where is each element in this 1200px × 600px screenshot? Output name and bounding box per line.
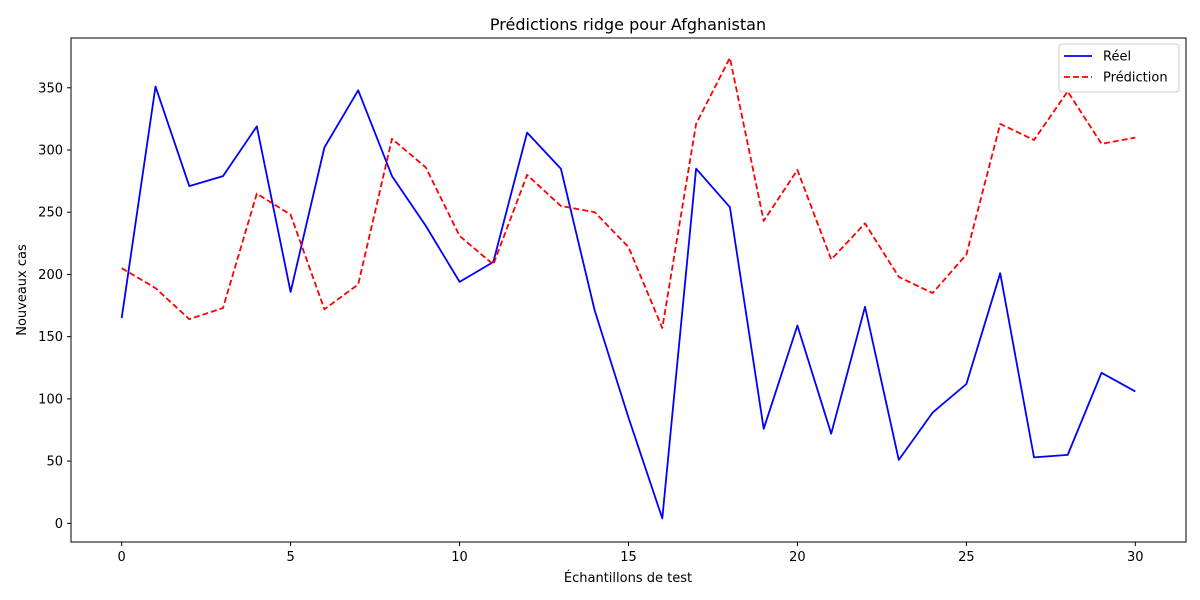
legend-label-1: Réel <box>1103 50 1131 65</box>
x-tick-label: 10 <box>451 550 468 565</box>
y-tick-label: 250 <box>38 206 63 221</box>
y-axis-label: Nouveaux cas <box>15 244 30 336</box>
series-line-2 <box>121 57 1136 329</box>
x-tick-label: 20 <box>789 550 806 565</box>
series-layer <box>120 57 1136 520</box>
legend: Réel Prédiction <box>1058 43 1180 93</box>
x-tick-label: 30 <box>1127 550 1144 565</box>
series-line-1 <box>120 85 1136 520</box>
y-tick-label: 150 <box>38 330 63 345</box>
chart-title: Prédictions ridge pour Afghanistan <box>490 15 766 34</box>
x-tick-label: 0 <box>118 550 126 565</box>
x-axis-label: Échantillons de test <box>564 570 692 586</box>
x-tick-label: 5 <box>286 550 294 565</box>
y-tick-label: 350 <box>38 81 63 96</box>
y-axis: 0 50 100 150 200 250 300 350 <box>38 81 71 532</box>
y-tick-label: 100 <box>38 392 63 407</box>
y-tick-label: 300 <box>38 144 63 159</box>
x-axis: 0 5 10 15 20 25 30 <box>118 542 1144 565</box>
y-tick-label: 0 <box>55 517 63 532</box>
y-tick-label: 200 <box>38 268 63 283</box>
x-tick-label: 15 <box>620 550 637 565</box>
legend-label-2: Prédiction <box>1103 71 1168 86</box>
x-tick-label: 25 <box>958 550 975 565</box>
y-tick-label: 50 <box>46 455 63 470</box>
